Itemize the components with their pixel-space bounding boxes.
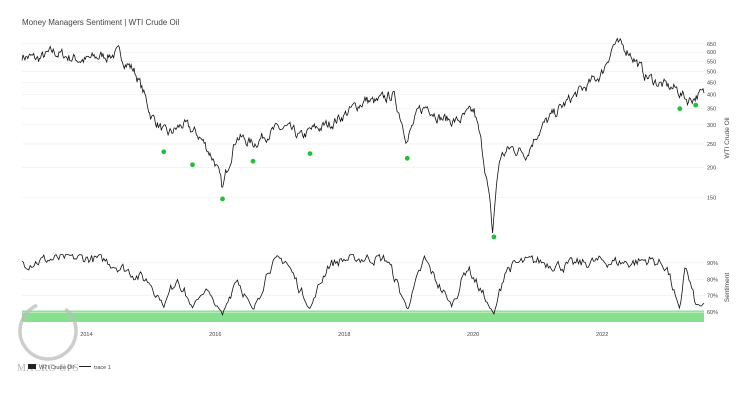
- price-tick-label: 350: [707, 107, 716, 113]
- sentiment-extreme-marker[interactable]: [491, 234, 497, 240]
- price-tick-label: 300: [707, 123, 716, 129]
- low-sentiment-band: [22, 310, 704, 322]
- price-tick-label: 600: [707, 50, 716, 56]
- sentiment-extreme-marker[interactable]: [190, 162, 195, 168]
- sentiment-extreme-marker[interactable]: [693, 102, 699, 108]
- sentiment-extreme-marker[interactable]: [677, 106, 683, 112]
- price-axis-title: WTI Crude Oil: [724, 117, 731, 159]
- price-tick-label: 550: [707, 59, 716, 65]
- sentiment-panel: 60% 70% 80% 90% Sentiment 2014 2016 2018 2020 202…: [21, 253, 731, 338]
- year-tick-label: 2018: [338, 332, 350, 338]
- sentiment-extreme-marker[interactable]: [161, 149, 167, 155]
- sentiment-extreme-marker[interactable]: [404, 155, 410, 161]
- sentiment-extreme-marker[interactable]: [220, 196, 225, 202]
- year-tick-label: 2020: [467, 332, 479, 338]
- legend-label-trace: trace 1: [94, 365, 111, 371]
- watermark-text: MACRO OPS: [17, 363, 79, 374]
- year-tick-label: 2016: [209, 332, 221, 338]
- price-panel: 150 200 250 300 350 400 450 500 550 600 650 WTI Cru…: [21, 37, 731, 240]
- sentiment-tick-label: 60%: [707, 310, 718, 316]
- sentiment-tick-label: 90%: [707, 261, 718, 267]
- legend-item-trace[interactable]: trace 1: [79, 365, 111, 371]
- price-tick-label: 200: [707, 165, 716, 171]
- price-tick-label: 150: [707, 195, 716, 201]
- sentiment-tick-label: 70%: [707, 294, 718, 300]
- sentiment-tick-label: 80%: [707, 277, 718, 283]
- macro-ops-logo: MACRO OPS: [17, 301, 79, 374]
- price-tick-label: 400: [707, 93, 716, 99]
- logo-ring-shape: [18, 301, 78, 361]
- year-tick-label: 2014: [80, 332, 92, 338]
- legend: WTI Crude Oil trace 1: [28, 364, 111, 371]
- sentiment-series-line: [21, 253, 705, 317]
- price-series-line: [21, 37, 705, 234]
- price-tick-label: 500: [707, 69, 716, 75]
- chart-title: Money Managers Sentiment | WTI Crude Oil: [22, 18, 179, 27]
- legend-swatch-price: [28, 364, 36, 369]
- legend-label-price: WTI Crude Oil: [39, 365, 74, 371]
- legend-item-price[interactable]: WTI Crude Oil: [28, 364, 74, 371]
- year-tick-label: 2022: [596, 332, 608, 338]
- sentiment-extreme-marker[interactable]: [250, 158, 256, 164]
- price-tick-label: 450: [707, 80, 716, 86]
- price-tick-label: 250: [707, 142, 716, 148]
- sentiment-extreme-marker[interactable]: [307, 151, 313, 156]
- price-tick-label: 650: [707, 42, 716, 48]
- sentiment-axis-title: Sentiment: [724, 273, 731, 302]
